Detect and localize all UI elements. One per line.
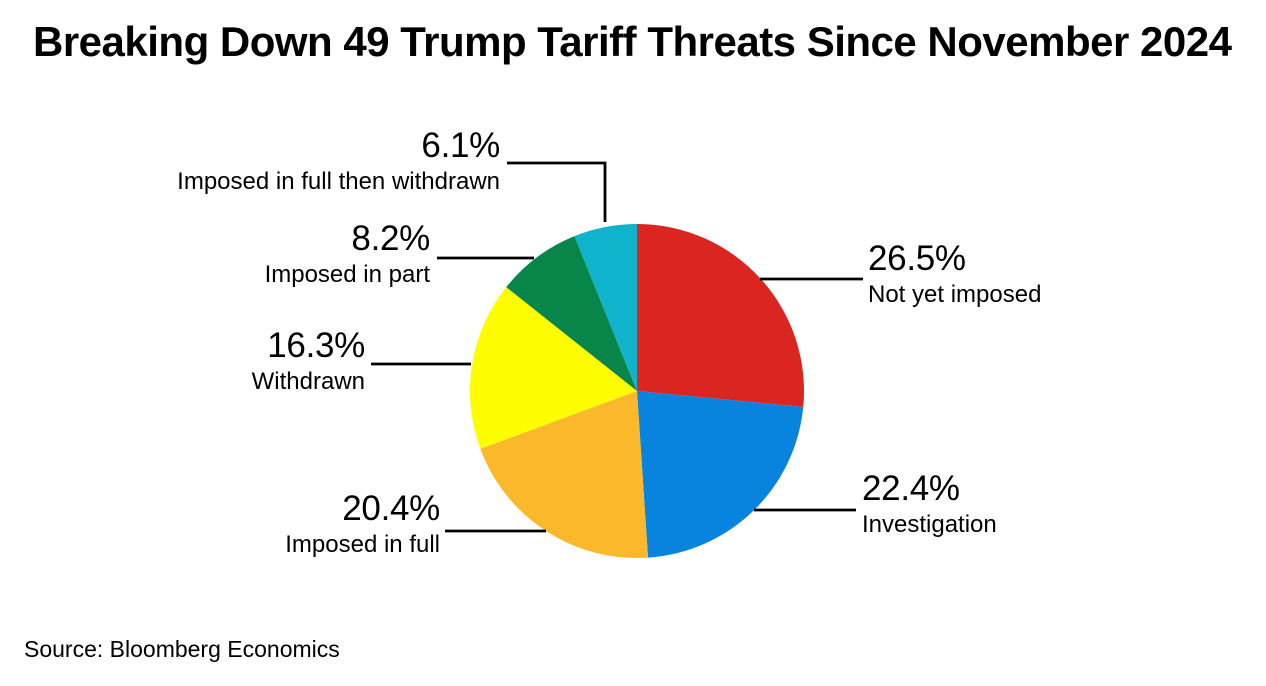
slice-label-withdrawn: 16.3% Withdrawn xyxy=(251,326,366,397)
slice-percent: 6.1% xyxy=(421,126,500,165)
slice-label-imposed-in-full-then-withdrawn: 6.1% Imposed in full then withdrawn xyxy=(177,126,500,197)
slice-name: Imposed in full then withdrawn xyxy=(177,168,500,195)
pie-slice-imposed-in-full xyxy=(480,391,649,559)
pie-slice-imposed-in-full-then-withdrawn xyxy=(574,224,637,391)
pie-slice-withdrawn xyxy=(469,287,637,449)
slice-name: Investigation xyxy=(862,511,997,538)
slice-label-imposed-in-full: 20.4% Imposed in full xyxy=(285,489,440,560)
slice-name: Withdrawn xyxy=(251,368,365,395)
slice-name: Imposed in part xyxy=(264,261,430,288)
pie-slice-not-yet-imposed xyxy=(637,224,804,407)
slice-label-imposed-in-part: 8.2% Imposed in part xyxy=(264,219,431,290)
leader-line-imposed-in-full-then-withdrawn xyxy=(507,161,607,222)
slice-name: Imposed in full xyxy=(285,531,440,558)
slice-percent: 22.4% xyxy=(862,469,960,508)
source-note: Source: Bloomberg Economics xyxy=(24,636,340,662)
slice-percent: 16.3% xyxy=(267,326,365,365)
pie-slice-investigation xyxy=(637,391,804,558)
slice-label-investigation: 22.4% Investigation xyxy=(862,469,997,540)
slice-percent: 20.4% xyxy=(342,489,440,528)
pie-slice-imposed-in-part xyxy=(506,236,637,391)
slice-label-not-yet-imposed: 26.5% Not yet imposed xyxy=(868,239,1041,310)
slice-percent: 26.5% xyxy=(868,239,966,278)
chart-title: Breaking Down 49 Trump Tariff Threats Si… xyxy=(33,18,1232,65)
slice-name: Not yet imposed xyxy=(868,281,1042,308)
slice-percent: 8.2% xyxy=(351,219,430,258)
